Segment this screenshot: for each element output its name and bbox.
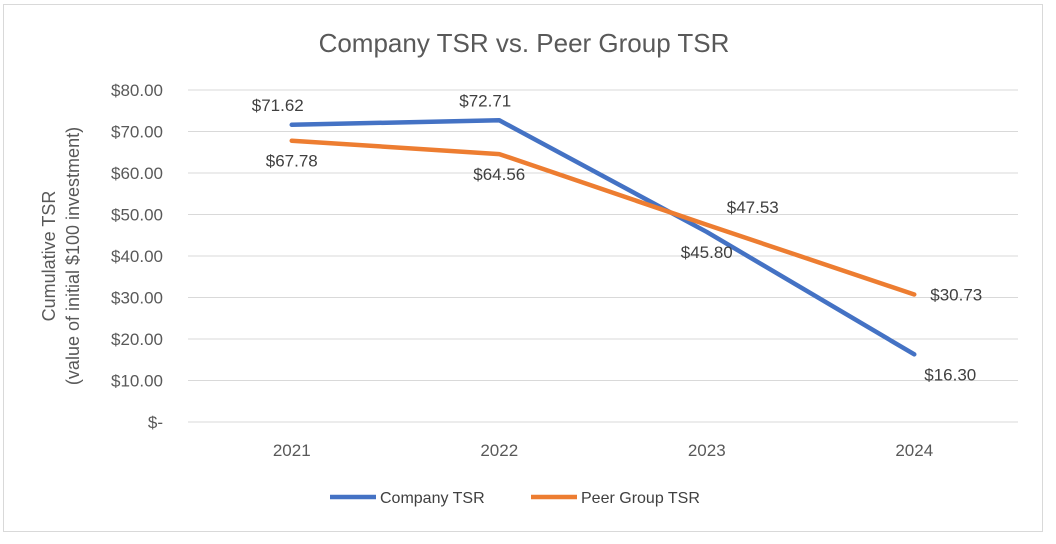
legend-label: Company TSR <box>380 490 485 507</box>
series-line-company-tsr <box>289 118 917 357</box>
data-label: $67.78 <box>266 152 318 171</box>
y-axis-title-line2: (value of initial $100 investment) <box>63 127 83 385</box>
x-axis-ticks: 2021 2022 2023 2024 <box>273 441 933 460</box>
data-label: $47.53 <box>727 198 779 217</box>
data-label: $30.73 <box>930 285 982 304</box>
y-tick-label: $10.00 <box>111 372 163 391</box>
y-tick-label: $- <box>148 413 163 432</box>
data-label: $71.62 <box>252 96 304 115</box>
data-label: $45.80 <box>681 243 733 262</box>
legend-label: Peer Group TSR <box>581 490 700 507</box>
data-label: $16.30 <box>924 365 976 384</box>
y-tick-label: $70.00 <box>111 123 163 142</box>
y-axis-title-line1: Cumulative TSR <box>39 191 59 322</box>
y-tick-label: $20.00 <box>111 330 163 349</box>
legend: Company TSR Peer Group TSR <box>330 490 700 507</box>
x-tick-label: 2023 <box>688 441 726 460</box>
y-tick-label: $60.00 <box>111 164 163 183</box>
series-lines <box>289 118 917 357</box>
y-axis-ticks: $80.00 $70.00 $60.00 $50.00 $40.00 $30.00 $20.… <box>111 81 163 432</box>
chart-frame <box>3 4 1043 532</box>
x-tick-label: 2024 <box>895 441 933 460</box>
gridlines <box>188 89 1018 423</box>
chart-title: Company TSR vs. Peer Group TSR <box>319 28 730 58</box>
data-labels: $71.62 $72.71 $45.80 $16.30 $67.78 $64.56 $47.… <box>252 91 983 384</box>
y-tick-label: $80.00 <box>111 81 163 100</box>
x-tick-label: 2021 <box>273 441 311 460</box>
y-tick-label: $50.00 <box>111 206 163 225</box>
y-tick-label: $40.00 <box>111 247 163 266</box>
y-tick-label: $30.00 <box>111 289 163 308</box>
data-label: $64.56 <box>473 165 525 184</box>
series-line-peer-group-tsr <box>289 138 917 297</box>
data-label: $72.71 <box>459 91 511 110</box>
x-tick-label: 2022 <box>480 441 518 460</box>
